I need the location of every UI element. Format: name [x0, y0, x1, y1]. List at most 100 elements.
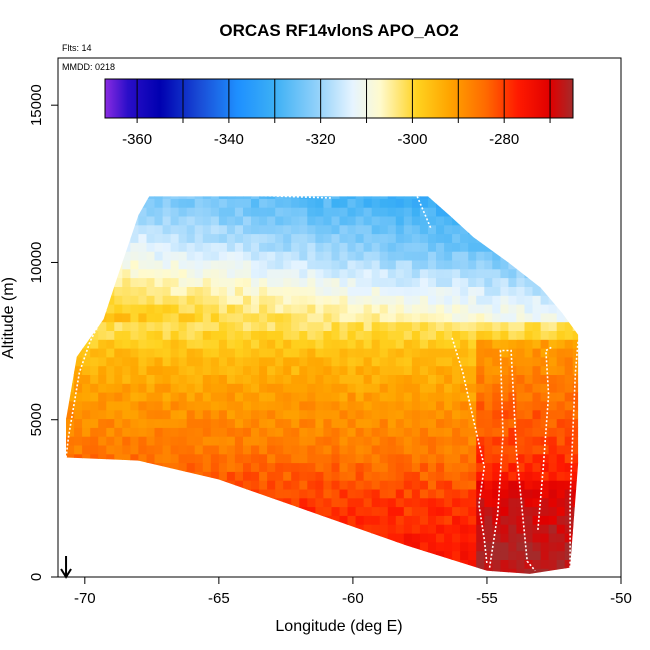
field-cell	[403, 550, 413, 560]
field-cell	[403, 196, 413, 199]
field-cell	[452, 533, 461, 543]
field-cell	[532, 488, 542, 499]
field-cell	[82, 251, 91, 261]
field-cell	[315, 207, 324, 217]
field-cell	[331, 295, 341, 305]
field-cell	[355, 462, 365, 472]
field-cell	[508, 506, 517, 516]
field-cell	[82, 488, 91, 499]
colorbar-tick-label: -320	[306, 131, 336, 148]
field-cell	[468, 541, 477, 552]
field-cell	[548, 559, 558, 569]
field-cell	[387, 348, 397, 358]
field-cell	[468, 312, 477, 323]
field-cell	[323, 365, 332, 375]
field-cell	[210, 348, 220, 358]
field-cell	[162, 480, 172, 490]
field-cell	[251, 488, 260, 499]
field-cell	[524, 506, 534, 516]
field-cell	[186, 242, 196, 252]
field-cell	[363, 480, 373, 490]
field-cell	[234, 224, 244, 235]
field-cell	[146, 550, 156, 560]
field-cell	[315, 356, 324, 367]
field-cell	[500, 488, 509, 499]
field-cell	[146, 453, 156, 464]
field-cell	[460, 480, 469, 490]
field-cell	[178, 321, 188, 331]
field-cell	[299, 286, 308, 296]
field-cell	[323, 400, 332, 411]
field-cell	[154, 559, 164, 569]
field-cell	[218, 471, 228, 481]
field-cell	[82, 436, 91, 446]
field-cell	[500, 181, 509, 190]
field-cell	[186, 339, 196, 349]
field-cell	[162, 515, 172, 525]
field-cell	[114, 268, 123, 279]
field-cell	[66, 383, 67, 393]
field-cell	[379, 568, 389, 574]
field-cell	[307, 198, 316, 208]
field-cell	[500, 268, 509, 279]
field-cell	[74, 330, 83, 340]
field-cell	[516, 444, 525, 455]
field-cell	[403, 506, 413, 516]
field-cell	[419, 436, 429, 446]
field-cell	[339, 524, 349, 534]
field-cell	[202, 462, 212, 472]
field-cell	[419, 286, 429, 296]
field-cell	[444, 533, 453, 543]
field-cell	[484, 559, 493, 569]
field-cell	[516, 436, 525, 446]
field-cell	[138, 471, 147, 481]
field-cell	[82, 207, 91, 217]
field-cell	[251, 418, 260, 428]
field-cell	[508, 196, 517, 199]
field-cell	[444, 471, 453, 481]
field-cell	[66, 215, 67, 226]
field-cell	[283, 515, 292, 525]
field-cell	[516, 268, 525, 279]
field-cell	[114, 330, 123, 340]
field-cell	[170, 295, 180, 305]
field-cell	[186, 550, 196, 560]
field-cell	[90, 321, 99, 331]
field-cell	[411, 365, 421, 375]
field-cell	[548, 436, 558, 446]
field-cell	[122, 383, 131, 393]
field-cell	[74, 515, 83, 525]
field-cell	[436, 471, 445, 481]
field-cell	[283, 330, 292, 340]
field-cell	[162, 436, 172, 446]
field-cell	[234, 277, 244, 287]
field-cell	[210, 524, 220, 534]
field-cell	[202, 224, 212, 235]
flights-note: Flts: 14	[62, 43, 92, 53]
field-cell	[436, 533, 445, 543]
field-cell	[275, 304, 284, 314]
field-cell	[532, 568, 542, 574]
field-cell	[226, 304, 236, 314]
field-cell	[178, 286, 188, 296]
field-cell	[476, 365, 485, 375]
field-cell	[411, 444, 421, 455]
field-cell	[251, 515, 260, 525]
field-cell	[403, 436, 413, 446]
field-cell	[452, 392, 461, 402]
field-cell	[114, 480, 123, 490]
field-cell	[371, 427, 381, 437]
field-cell	[82, 259, 91, 270]
field-cell	[323, 339, 332, 349]
field-cell	[508, 462, 517, 472]
field-cell	[162, 559, 172, 569]
field-cell	[516, 427, 525, 437]
field-cell	[516, 251, 525, 261]
field-cell	[444, 321, 453, 331]
field-cell	[379, 533, 389, 543]
field-cell	[299, 515, 308, 525]
field-cell	[548, 524, 558, 534]
field-cell	[548, 259, 558, 270]
field-cell	[452, 453, 461, 464]
field-cell	[476, 497, 485, 508]
